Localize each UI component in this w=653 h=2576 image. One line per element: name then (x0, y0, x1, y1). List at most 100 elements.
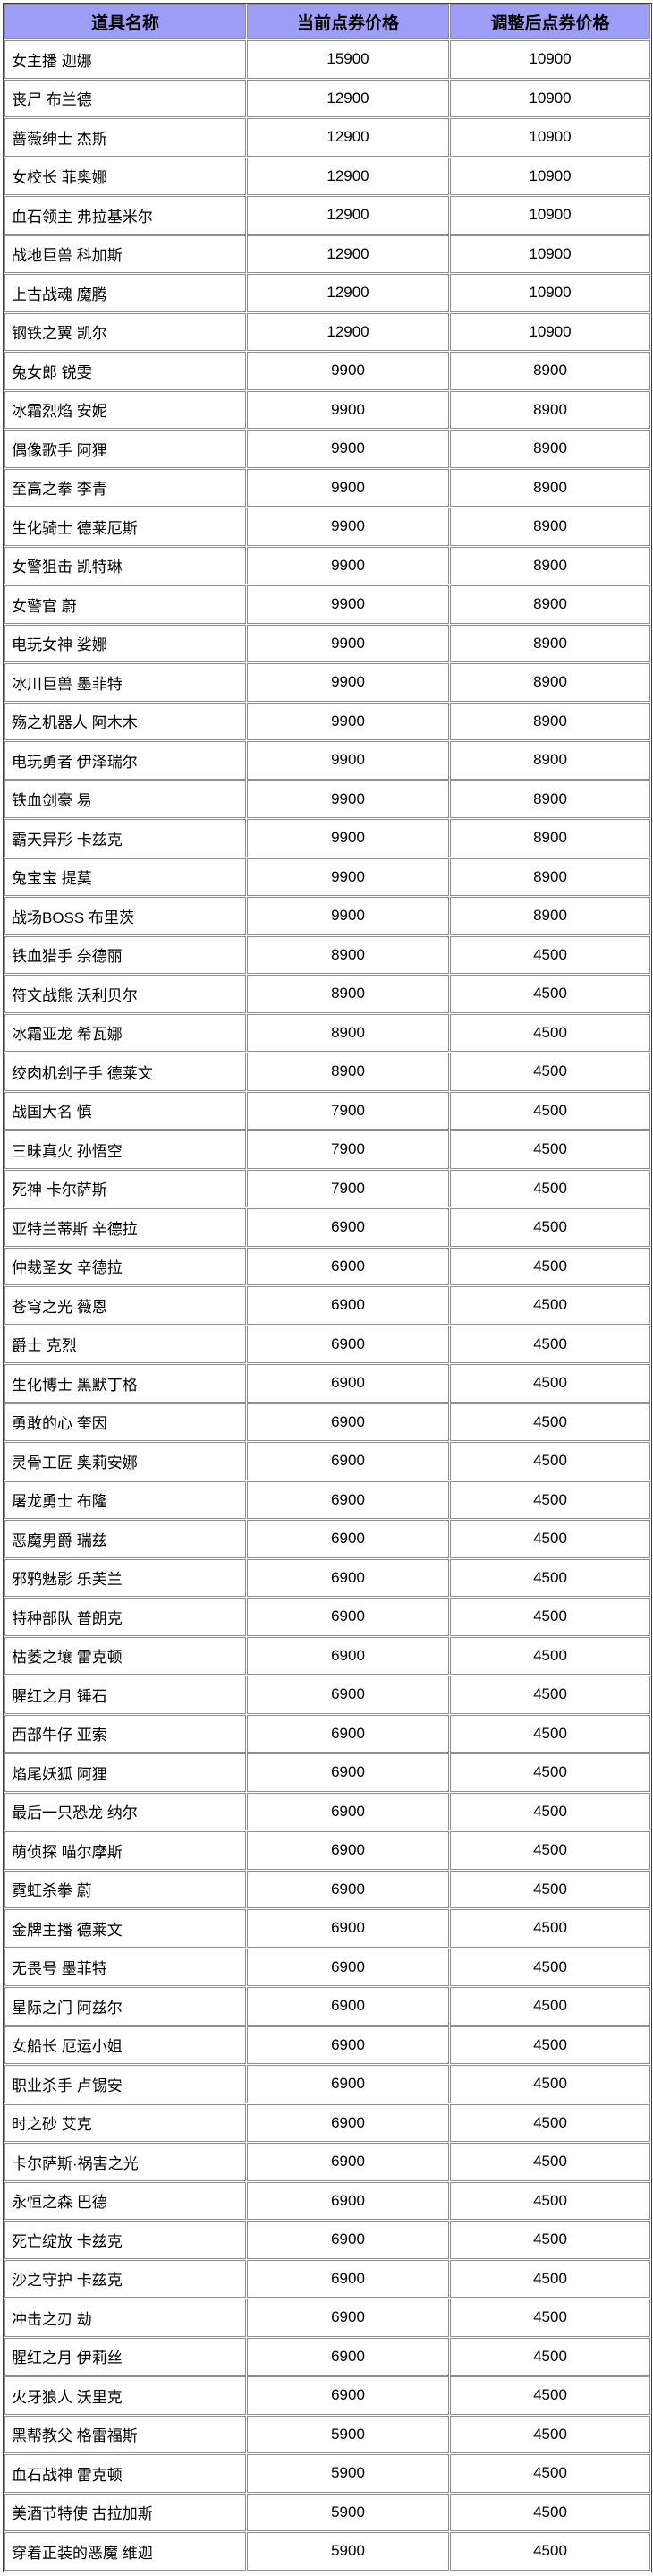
current-price-cell: 12900 (247, 157, 449, 195)
table-row: 兔宝宝 提莫 9900 8900 (4, 857, 650, 896)
current-price-cell: 6900 (247, 1480, 449, 1519)
table-row: 永恒之森 巴德 6900 4500 (4, 2181, 650, 2220)
item-name-cell: 电玩勇者 伊泽瑞尔 (4, 741, 246, 780)
current-price-cell: 9900 (247, 390, 449, 429)
current-price-cell: 6900 (247, 1831, 449, 1870)
table-row: 星际之门 阿兹尔 6900 4500 (4, 1987, 650, 2026)
table-row: 冲击之刃 劫 6900 4500 (4, 2299, 650, 2337)
current-price-cell: 6900 (247, 1714, 449, 1753)
adjusted-price-cell: 4500 (450, 2181, 650, 2220)
item-name-cell: 兔女郎 锐雯 (4, 352, 246, 390)
item-name-cell: 女警官 蔚 (4, 585, 246, 624)
table-row: 符文战熊 沃利贝尔 8900 4500 (4, 975, 650, 1013)
table-row: 屠龙勇士 布隆 6900 4500 (4, 1480, 650, 1519)
current-price-cell: 6900 (247, 1247, 449, 1285)
current-price-cell: 8900 (247, 975, 449, 1013)
adjusted-price-cell: 4500 (450, 1676, 650, 1714)
adjusted-price-cell: 10900 (450, 79, 650, 117)
adjusted-price-cell: 4500 (450, 1442, 650, 1480)
table-row: 萌侦探 喵尔摩斯 6900 4500 (4, 1831, 650, 1870)
table-row: 仲裁圣女 辛德拉 6900 4500 (4, 1247, 650, 1285)
item-name-cell: 兔宝宝 提莫 (4, 857, 246, 896)
current-price-cell: 6900 (247, 2299, 449, 2337)
adjusted-price-cell: 4500 (450, 2221, 650, 2259)
current-price-cell: 6900 (247, 1909, 449, 1948)
adjusted-price-cell: 10900 (450, 274, 650, 312)
item-name-cell: 枯萎之壤 雷克顿 (4, 1636, 246, 1675)
current-price-cell: 9900 (247, 702, 449, 740)
item-name-cell: 无畏号 墨菲特 (4, 1948, 246, 1986)
current-price-cell: 8900 (247, 1013, 449, 1052)
table-row: 死神 卡尔萨斯 7900 4500 (4, 1169, 650, 1207)
current-price-cell: 9900 (247, 741, 449, 780)
adjusted-price-cell: 4500 (450, 1909, 650, 1948)
adjusted-price-cell: 4500 (450, 1870, 650, 1908)
item-name-cell: 战国大名 慎 (4, 1091, 246, 1130)
adjusted-price-cell: 4500 (450, 2103, 650, 2142)
item-name-cell: 血石战神 雷克顿 (4, 2454, 246, 2493)
table-row: 血石战神 雷克顿 5900 4500 (4, 2454, 650, 2493)
item-name-cell: 蔷薇绅士 杰斯 (4, 118, 246, 157)
current-price-cell: 15900 (247, 40, 449, 79)
table-row: 爵士 克烈 6900 4500 (4, 1325, 650, 1363)
current-price-cell: 6900 (247, 1403, 449, 1441)
current-price-cell: 6900 (247, 1987, 449, 2026)
current-price-cell: 6900 (247, 1286, 449, 1325)
current-price-cell: 6900 (247, 1364, 449, 1403)
adjusted-price-cell: 8900 (450, 508, 650, 546)
adjusted-price-cell: 4500 (450, 1325, 650, 1363)
adjusted-price-cell: 4500 (450, 1130, 650, 1169)
adjusted-price-cell: 4500 (450, 2454, 650, 2493)
current-price-cell: 6900 (247, 1325, 449, 1363)
current-price-cell: 6900 (247, 1676, 449, 1714)
adjusted-price-cell: 8900 (450, 857, 650, 896)
adjusted-price-cell: 4500 (450, 1091, 650, 1130)
item-name-cell: 生化骑士 德莱厄斯 (4, 508, 246, 546)
item-name-cell: 焰尾妖狐 阿狸 (4, 1753, 246, 1792)
adjusted-price-cell: 10900 (450, 157, 650, 195)
adjusted-price-cell: 4500 (450, 2415, 650, 2453)
current-price-cell: 7900 (247, 1091, 449, 1130)
item-name-cell: 战场BOSS 布里茨 (4, 897, 246, 935)
current-price-cell: 6900 (247, 2026, 449, 2064)
table-row: 美酒节特使 古拉加斯 5900 4500 (4, 2493, 650, 2531)
item-name-cell: 死亡绽放 卡兹克 (4, 2221, 246, 2259)
adjusted-price-cell: 4500 (450, 1753, 650, 1792)
table-row: 焰尾妖狐 阿狸 6900 4500 (4, 1753, 650, 1792)
current-price-cell: 6900 (247, 1558, 449, 1597)
item-name-cell: 冲击之刃 劫 (4, 2299, 246, 2337)
item-name-cell: 美酒节特使 古拉加斯 (4, 2493, 246, 2531)
table-row: 霸天异形 卡兹克 9900 8900 (4, 819, 650, 857)
table-row: 三昧真火 孙悟空 7900 4500 (4, 1130, 650, 1169)
adjusted-price-cell: 8900 (450, 819, 650, 857)
adjusted-price-cell: 10900 (450, 196, 650, 235)
current-price-cell: 12900 (247, 235, 449, 273)
current-price-cell: 6900 (247, 1442, 449, 1480)
item-name-cell: 冰川巨兽 墨菲特 (4, 663, 246, 702)
adjusted-price-cell: 4500 (450, 2026, 650, 2064)
table-row: 女警狙击 凯特琳 9900 8900 (4, 546, 650, 584)
current-price-cell: 12900 (247, 79, 449, 117)
adjusted-price-cell: 4500 (450, 2143, 650, 2181)
item-name-cell: 萌侦探 喵尔摩斯 (4, 1831, 246, 1870)
table-row: 穿着正装的恶魔 维迦 5900 4500 (4, 2532, 650, 2571)
table-row: 蔷薇绅士 杰斯 12900 10900 (4, 118, 650, 157)
item-name-cell: 职业杀手 卢锡安 (4, 2065, 246, 2103)
adjusted-price-cell: 8900 (450, 897, 650, 935)
current-price-cell: 6900 (247, 1598, 449, 1636)
adjusted-price-cell: 4500 (450, 2065, 650, 2103)
item-name-cell: 时之砂 艾克 (4, 2103, 246, 2142)
adjusted-price-cell: 4500 (450, 1636, 650, 1675)
table-row: 火牙狼人 沃里克 6900 4500 (4, 2376, 650, 2415)
table-row: 铁血剑豪 易 9900 8900 (4, 780, 650, 818)
adjusted-price-cell: 8900 (450, 468, 650, 507)
item-name-cell: 三昧真火 孙悟空 (4, 1130, 246, 1169)
current-price-cell: 12900 (247, 312, 449, 351)
item-name-cell: 冰霜烈焰 安妮 (4, 390, 246, 429)
item-name-cell: 穿着正装的恶魔 维迦 (4, 2532, 246, 2571)
table-row: 偶像歌手 阿狸 9900 8900 (4, 430, 650, 468)
item-name-cell: 仲裁圣女 辛德拉 (4, 1247, 246, 1285)
item-name-cell: 星际之门 阿兹尔 (4, 1987, 246, 2026)
adjusted-price-cell: 4500 (450, 2532, 650, 2571)
adjusted-price-cell: 4500 (450, 1831, 650, 1870)
